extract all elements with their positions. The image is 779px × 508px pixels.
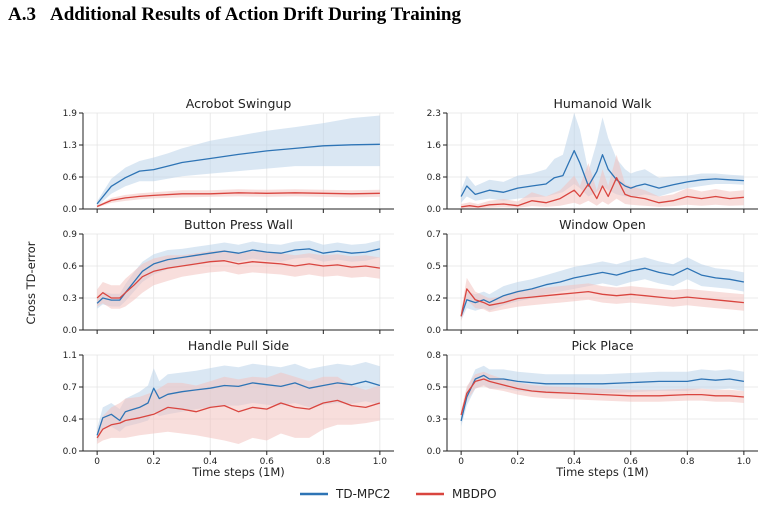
band-mbdpo [97,250,380,309]
line-mbdpo [96,399,381,439]
legend-label-td-mpc2: TD-MPC2 [335,487,391,501]
y-tick-label: 0.8 [427,173,442,183]
band-td-mpc2 [461,113,744,203]
y-tick-label: 0.4 [63,415,78,425]
panel-humanoid-walk: Humanoid Walk 0.0 0.8 1.6 2.3 [427,96,758,215]
band-mbdpo [461,371,744,420]
x-tick-label: 0.6 [624,457,639,467]
y-tick-label: 0.8 [427,351,442,361]
x-tick-label: 0 [458,457,464,467]
axis-spine [82,234,394,331]
y-tick-label: 0.2 [427,294,441,304]
x-axis-label: Time steps (1M) [555,465,649,479]
y-tick-label: 0.0 [63,205,78,215]
y-tick-label: 0.3 [427,415,441,425]
legend: TD-MPC2 MBDPO [300,487,497,501]
y-tick-label: 0.0 [427,205,442,215]
y-axis-label: Cross TD-error [24,241,38,324]
panel-title: Pick Place [571,338,633,353]
section-title: Additional Results of Action Drift Durin… [49,4,461,25]
x-tick-label: 1.0 [737,457,752,467]
x-tick-label: 0.2 [147,457,161,467]
line-mbdpo [460,288,744,317]
x-tick-label: 0.8 [680,457,695,467]
line-mbdpo [460,378,744,416]
y-tick-label: 0.9 [63,230,78,240]
band-mbdpo [97,372,380,444]
line-mbdpo [96,192,380,208]
section-heading: A.3 Additional Results of Action Drift Du… [8,4,461,26]
panel-title: Window Open [559,217,646,232]
band-td-mpc2 [461,257,744,321]
y-tick-label: 2.3 [427,109,441,119]
line-td-mpc2 [460,267,745,317]
panel-acrobot-swingup: Acrobot Swingup 0.0 0.6 1.3 1.9 [63,96,394,215]
y-tick-label: 1.6 [427,141,442,151]
y-tick-label: 0.5 [427,383,441,393]
panel-pick-place: Pick Place 0.0 0.3 0.5 0.8 0 0.2 0.4 0.6 0.8 1.0 Ti… [427,338,758,479]
y-tick-label: 1.1 [63,351,77,361]
y-tick-label: 1.9 [63,109,78,119]
y-tick-label: 0.0 [427,447,442,457]
y-tick-label: 0.6 [63,173,78,183]
panel-window-open: Window Open 0.0 0.2 0.5 0.7 [427,217,758,336]
x-tick-label: 0 [94,457,100,467]
axis-spine [82,113,394,210]
section-number: A.3 [8,4,36,25]
x-tick-label: 0.8 [316,457,331,467]
line-td-mpc2 [96,380,381,436]
x-tick-label: 1.0 [373,457,388,467]
y-tick-label: 0.7 [427,230,441,240]
panel-button-press-wall: Button Press Wall 0.0 0.3 0.6 0.9 [63,217,394,336]
band-td-mpc2 [97,115,380,207]
x-axis-label: Time steps (1M) [191,465,285,479]
panel-title: Button Press Wall [184,217,293,232]
y-tick-label: 1.3 [63,141,77,151]
line-td-mpc2 [460,374,745,422]
y-tick-label: 0.0 [63,326,78,336]
line-mbdpo [461,177,744,208]
x-tick-label: 0.2 [511,457,525,467]
axis-spine [446,113,758,210]
line-td-mpc2 [460,149,744,197]
band-mbdpo [461,277,744,322]
panel-handle-pull-side: Handle Pull Side 0.0 0.4 0.7 1.1 0 0.2 0.4 0.6 0.… [63,338,394,479]
line-td-mpc2 [96,143,380,205]
axis-spine [446,234,758,331]
line-mbdpo [96,260,380,299]
y-tick-label: 0.0 [427,326,442,336]
axis-spine [446,355,758,452]
x-tick-label: 0.4 [203,457,218,467]
y-tick-label: 0.3 [63,294,77,304]
y-tick-label: 0.5 [427,262,441,272]
y-tick-label: 0.6 [63,262,78,272]
legend-label-mbdpo: MBDPO [452,487,497,501]
x-tick-label: 0.4 [567,457,582,467]
x-tick-label: 0.6 [260,457,275,467]
y-tick-label: 0.7 [63,383,77,393]
y-tick-label: 0.0 [63,447,78,457]
panel-title: Acrobot Swingup [186,96,292,111]
band-mbdpo [461,154,744,209]
axis-spine [82,355,394,452]
band-mbdpo [97,189,380,208]
panel-title: Humanoid Walk [553,96,652,111]
panel-title: Handle Pull Side [188,338,290,353]
